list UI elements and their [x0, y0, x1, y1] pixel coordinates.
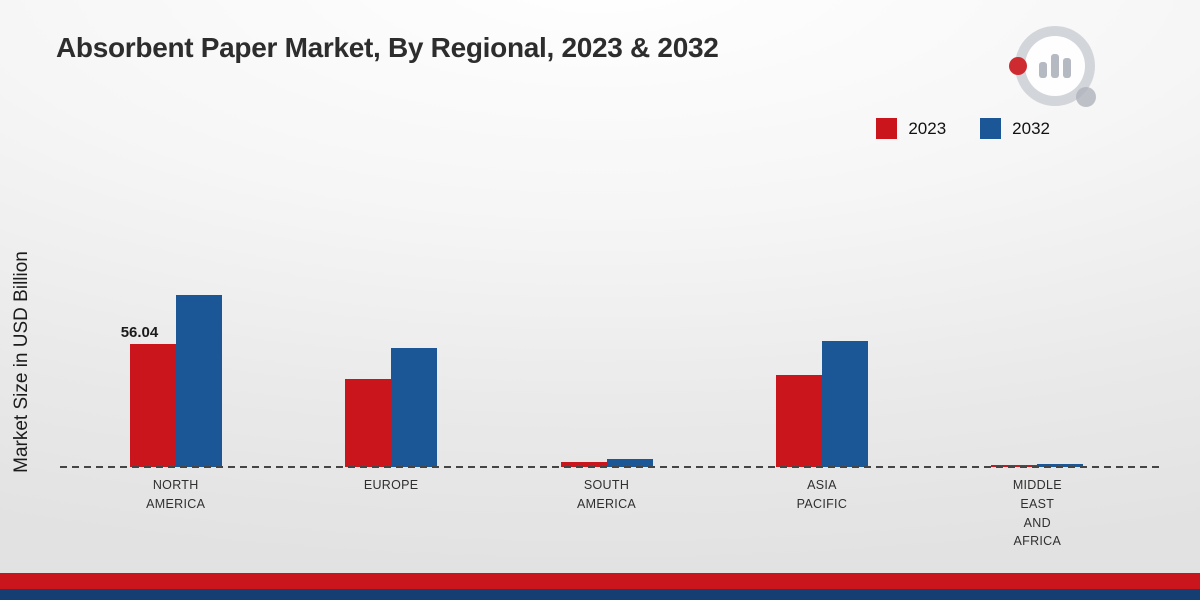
bar-2032-asia-pacific [821, 340, 868, 467]
bar-value-label-2023-north-america: 56.04 [120, 323, 159, 341]
legend-swatch-2032 [980, 118, 1002, 139]
category-labels: NORTH AMERICA EUROPE SOUTH AMERICA ASIA PACIFI… [68, 476, 1145, 551]
footer-navy-strip [0, 589, 1200, 600]
barwrap-2023-europe [345, 379, 392, 467]
category-label-north-america: NORTH AMERICA [146, 478, 206, 511]
bar-2023-europe [345, 379, 392, 467]
bar-groups: 56.04 [68, 167, 1145, 467]
bar-2023-south-america [560, 461, 607, 467]
legend-item-2032: 2032 [980, 118, 1050, 139]
legend-swatch-2023 [876, 118, 898, 139]
bar-group-europe [283, 167, 498, 467]
barwrap-2032-asia-pacific [821, 340, 868, 467]
category-label-middle-east-and-africa: MIDDLE EAST AND AFRICA [1012, 478, 1062, 549]
bar-group-asia-pacific [714, 167, 929, 467]
barwrap-2032-south-america [606, 459, 653, 467]
y-axis-label: Market Size in USD Billion [11, 251, 32, 473]
legend-label-2023: 2023 [908, 118, 947, 138]
bar-2032-middle-east-and-africa [1037, 463, 1084, 467]
legend-item-2023: 2023 [876, 118, 946, 139]
footer-red-strip [0, 573, 1200, 589]
bar-group-middle-east-and-africa [930, 167, 1145, 467]
x-axis-baseline [60, 466, 1159, 468]
chart-title: Absorbent Paper Market, By Regional, 202… [56, 32, 719, 63]
category-label-europe: EUROPE [363, 478, 419, 492]
category-label-asia-pacific: ASIA PACIFIC [796, 478, 848, 511]
barwrap-2032-middle-east-and-africa [1037, 463, 1084, 467]
barwrap-2023-north-america: 56.04 [121, 324, 176, 467]
bar-2032-south-america [606, 459, 653, 467]
bar-2032-north-america [175, 295, 222, 467]
category-label-south-america: SOUTH AMERICA [576, 478, 637, 511]
barwrap-2032-north-america [175, 295, 222, 467]
barwrap-2023-asia-pacific [775, 374, 822, 467]
brand-logo-icon [1009, 26, 1096, 107]
plot-area: 56.04 [60, 167, 1159, 468]
bar-group-south-america [499, 167, 714, 467]
bar-2032-europe [391, 348, 438, 467]
bar-2023-north-america [129, 343, 176, 467]
bar-2023-asia-pacific [775, 374, 822, 467]
barwrap-2032-europe [391, 348, 438, 467]
legend-label-2032: 2032 [1012, 118, 1050, 138]
bar-group-north-america: 56.04 [68, 167, 283, 467]
legend: 2023 2032 [876, 118, 1050, 139]
barwrap-2023-south-america [560, 461, 607, 467]
